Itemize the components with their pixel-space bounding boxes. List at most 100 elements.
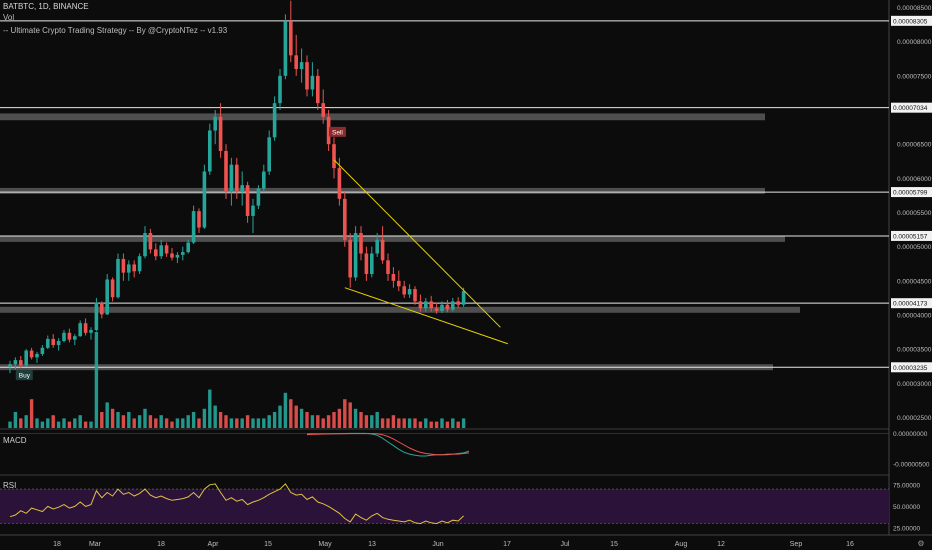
candle-body [326, 116, 331, 145]
volume-bar [370, 415, 374, 428]
candle-body [407, 289, 412, 295]
candle-body [391, 274, 396, 281]
candle-body [375, 239, 379, 254]
settings-icon: ⚙ [917, 539, 924, 548]
buy-signal-label: Buy [19, 373, 31, 380]
volume-bar [272, 412, 277, 428]
candle-body [13, 360, 18, 365]
volume-bar [132, 418, 136, 428]
candle-body [35, 353, 39, 358]
buy-signal-marker[interactable] [15, 370, 33, 381]
candle-body [429, 301, 433, 309]
candle-body [186, 242, 190, 253]
macd-label: MACD [3, 436, 27, 445]
time-axis-label: 15 [264, 541, 272, 548]
volume-bar [19, 418, 23, 428]
volume-bar [380, 418, 385, 428]
candle-body [202, 171, 207, 228]
sell-signal-marker[interactable] [329, 126, 346, 137]
candle-body [272, 103, 277, 138]
time-axis-label: May [318, 541, 332, 548]
time-axis-label: 17 [503, 541, 511, 548]
candle-body [19, 360, 23, 366]
rsi-tick-label: 75.00000 [893, 482, 920, 489]
level-label: 0.00005799 [893, 190, 928, 197]
candle-body [278, 75, 282, 104]
volume-bar [170, 421, 174, 428]
level-label-box [891, 102, 932, 113]
time-axis-label: Jul [561, 541, 570, 548]
volume-bar [461, 418, 466, 428]
price-tick-label: 0.00003500 [897, 347, 932, 354]
candle-body [353, 233, 358, 278]
candle-body [251, 205, 255, 216]
volume-bar [137, 415, 142, 428]
level-label-box [891, 298, 932, 309]
candle-body [110, 279, 115, 298]
candle-body [46, 338, 50, 348]
candle-body [67, 332, 72, 340]
volume-bar [100, 412, 104, 428]
volume-bar [418, 421, 423, 428]
candle-body [213, 116, 217, 131]
candle-body [154, 249, 158, 257]
candle-body [191, 211, 196, 243]
candle-body [418, 301, 423, 309]
volume-bar [202, 408, 207, 428]
candle-body [445, 304, 450, 310]
volume-bar [283, 392, 288, 428]
volume-bar [397, 418, 401, 428]
volume-bar [456, 421, 460, 428]
candle-body [451, 301, 455, 310]
candle-body [62, 332, 66, 341]
candle-body [434, 308, 439, 311]
candle-body [456, 301, 460, 305]
volume-bar [191, 412, 196, 428]
candle-body [89, 330, 93, 333]
volume-bar [35, 418, 39, 428]
candle-body [73, 336, 77, 340]
candle-body [256, 188, 261, 206]
candle-body [310, 75, 315, 90]
volume-bar [186, 415, 190, 428]
time-axis-label: 18 [157, 541, 165, 548]
candle-body [121, 258, 126, 273]
rsi-band [0, 489, 889, 524]
volume-bar [262, 418, 266, 428]
candle-body [413, 289, 417, 302]
volume-bar [89, 421, 93, 428]
candle-body [24, 350, 28, 366]
candle-body [56, 340, 61, 346]
price-tick-label: 0.00004500 [897, 278, 932, 285]
candle-body [29, 350, 34, 358]
volume-bar [240, 418, 244, 428]
volume-bar [299, 408, 304, 428]
volume-bar [434, 421, 439, 428]
volume-bar [127, 412, 131, 428]
macd-tick-label: -0.00000500 [893, 461, 930, 468]
volume-bar [181, 418, 185, 428]
volume-bar [391, 415, 396, 428]
volume-bar [429, 421, 433, 428]
price-tick-label: 0.00006000 [897, 176, 932, 183]
volume-bar [267, 415, 271, 428]
candle-body [175, 254, 180, 258]
volume-bar [83, 421, 88, 428]
sell-signal-label: Sell [332, 129, 343, 136]
volume-bar [251, 418, 255, 428]
candle-body [245, 185, 250, 216]
volume-bar [402, 418, 406, 428]
candle-body [343, 198, 347, 240]
volume-bar [353, 408, 358, 428]
level-label: 0.00003235 [893, 365, 928, 372]
price-tick-label: 0.00005000 [897, 244, 932, 251]
volume-bar [116, 412, 120, 428]
volume-bar [359, 412, 363, 428]
support-resistance-zone [0, 306, 800, 313]
candle-body [440, 304, 444, 311]
candle-body [305, 62, 309, 90]
volume-bar [310, 415, 315, 428]
volume-bar [51, 415, 55, 428]
candle-body [262, 171, 266, 189]
